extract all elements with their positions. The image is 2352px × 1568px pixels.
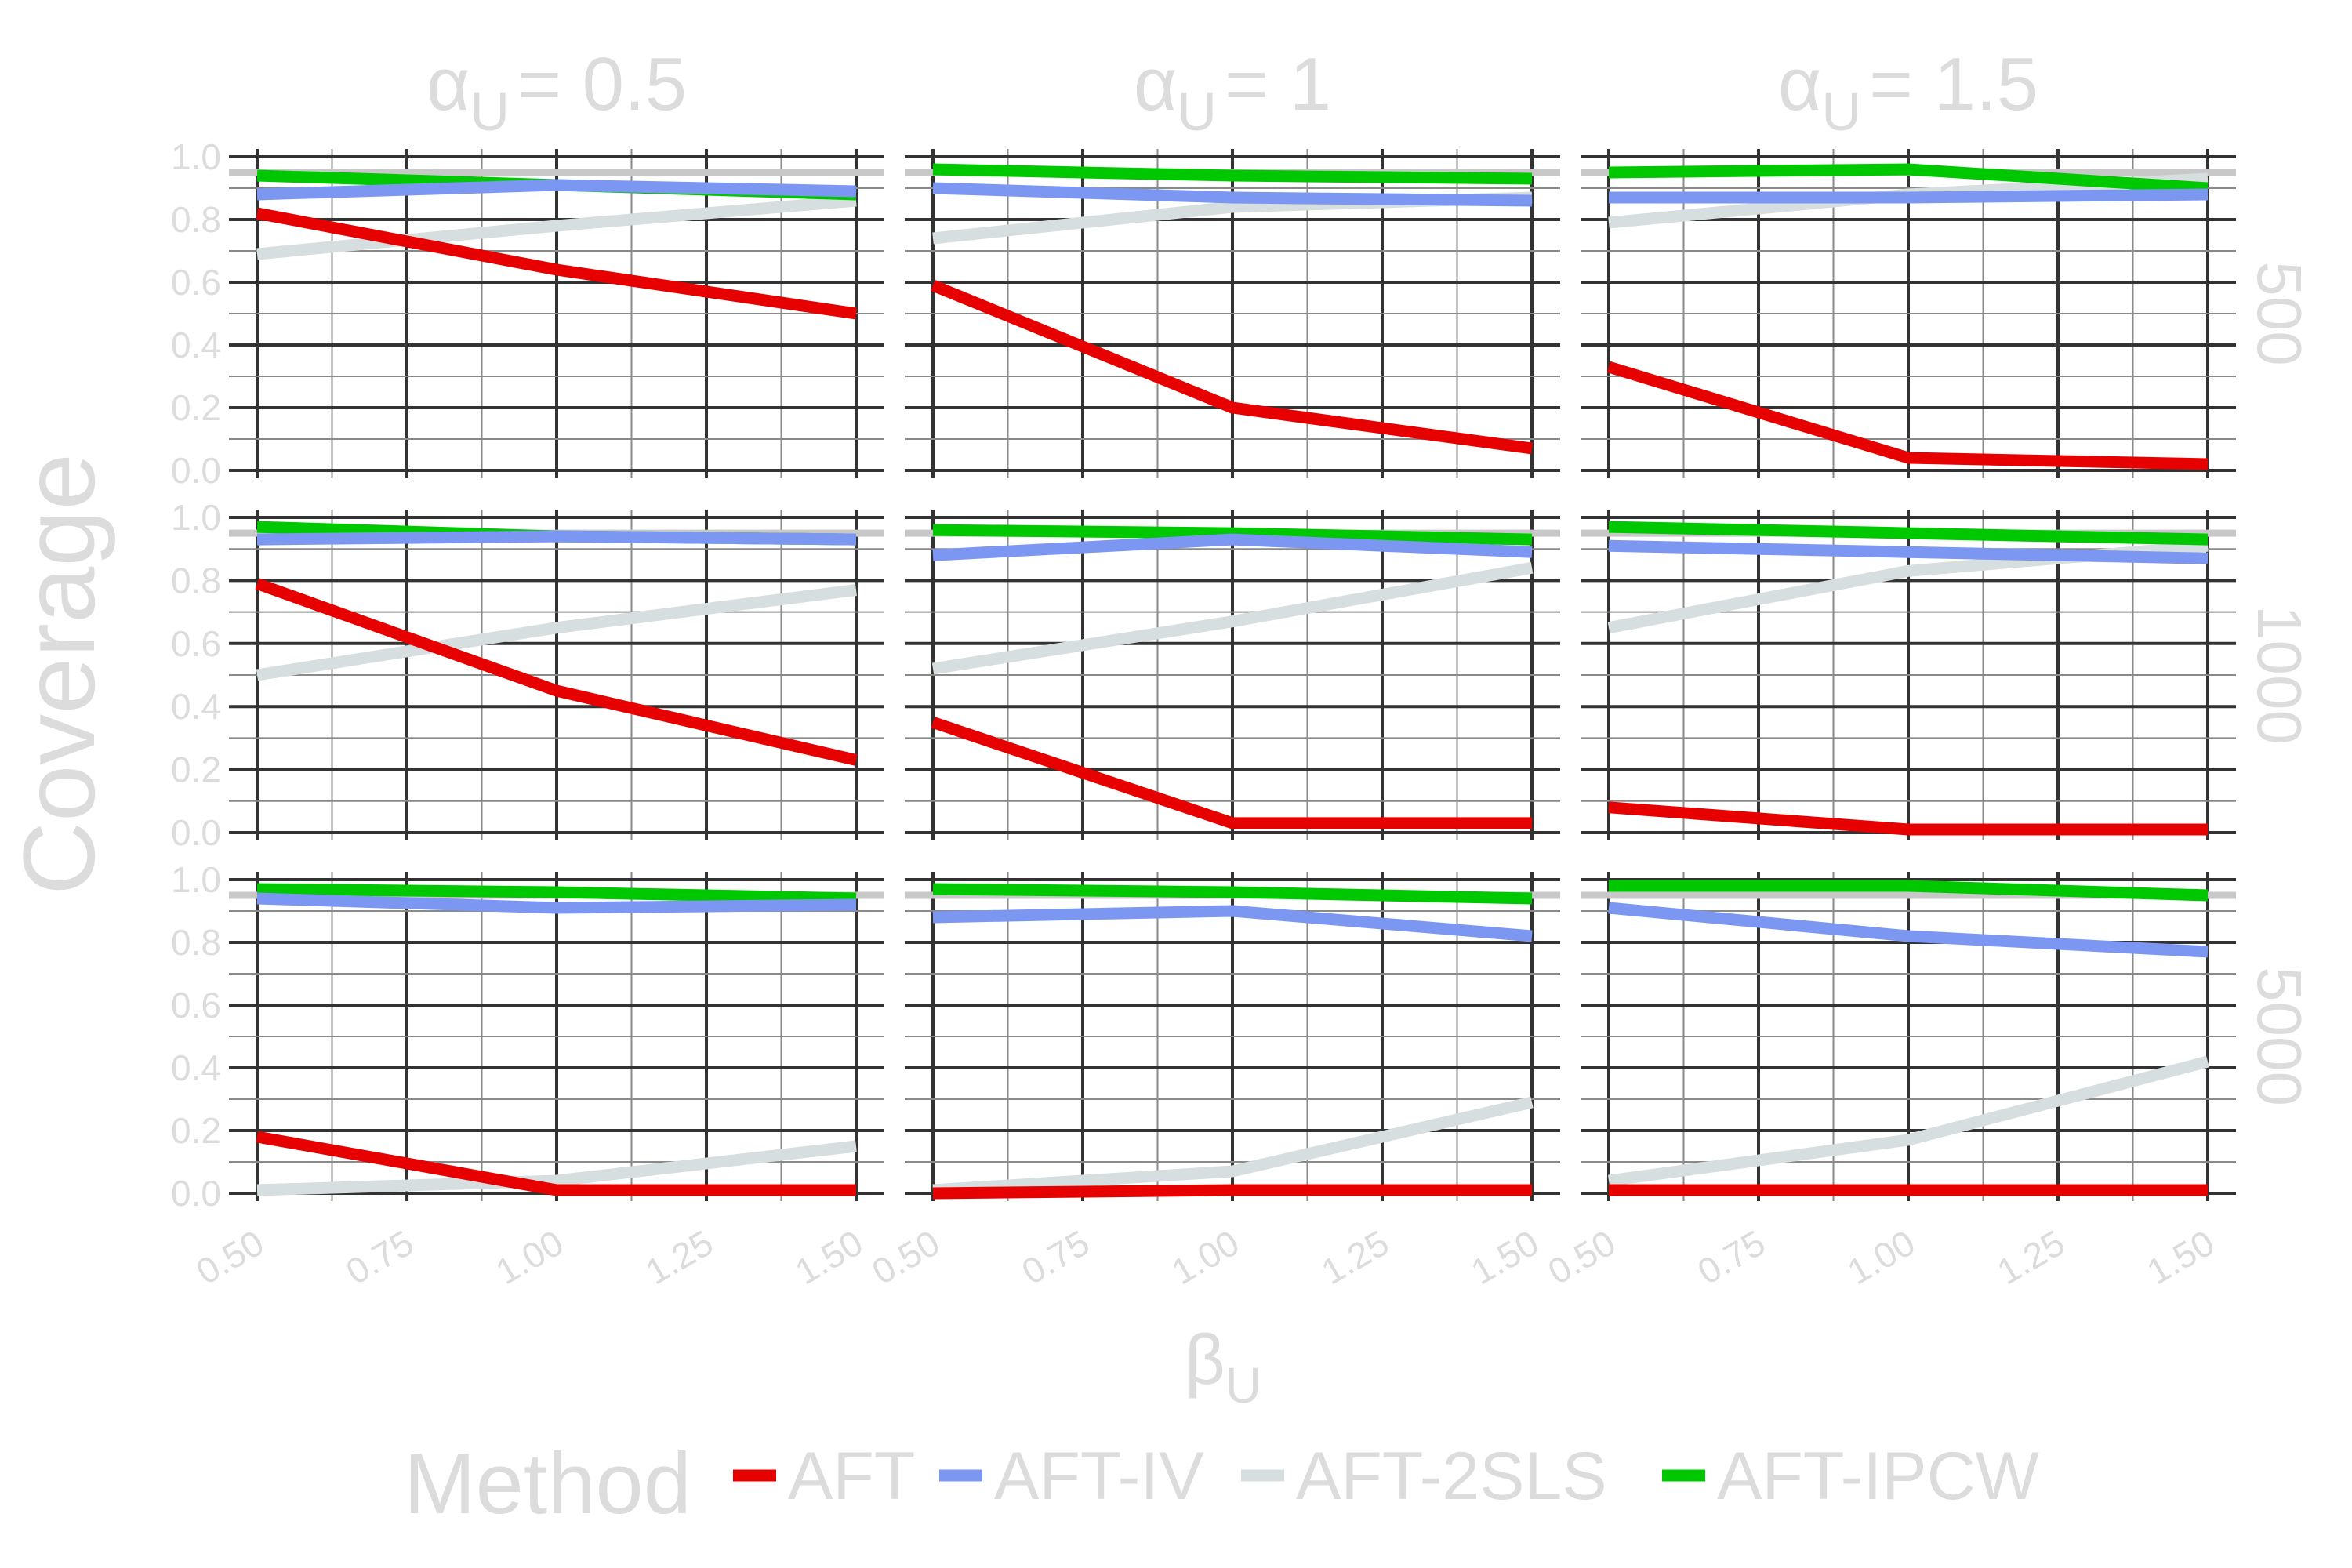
facet-panel bbox=[1581, 872, 2236, 1201]
column-strip-value: = 1 bbox=[1225, 42, 1331, 126]
y-tick-label: 0.4 bbox=[171, 686, 221, 727]
facet-panel bbox=[229, 149, 884, 478]
series-line-aft-iv bbox=[256, 892, 857, 914]
series-line-aft bbox=[1608, 801, 2208, 836]
column-strip-title: αU = 0.5 bbox=[426, 42, 687, 142]
y-axis-title: Coverage bbox=[2, 453, 116, 895]
facet-panel bbox=[229, 510, 884, 840]
column-strip-subscript: U bbox=[1821, 81, 1861, 142]
series-line-aft-2sls bbox=[932, 1096, 1534, 1196]
y-tick-label: 0.0 bbox=[171, 450, 221, 491]
series-line-aft bbox=[256, 207, 858, 320]
column-strip-subscript: U bbox=[470, 81, 510, 142]
series-line-aft bbox=[256, 1131, 856, 1196]
series-line-aft-iv bbox=[1608, 902, 2209, 958]
y-tick-label: 0.6 bbox=[171, 262, 221, 303]
series-line-aft-iv bbox=[256, 179, 857, 201]
series-line-aft bbox=[255, 578, 858, 766]
facet-panel bbox=[1581, 510, 2236, 840]
y-tick-label: 1.0 bbox=[171, 859, 221, 900]
y-tick-label: 0.2 bbox=[171, 750, 221, 790]
series-line-aft-iv bbox=[1608, 539, 2209, 564]
series-line-aft-iv bbox=[932, 533, 1533, 561]
column-strip-symbol: α bbox=[426, 42, 470, 126]
column-strip-value: = 0.5 bbox=[517, 42, 687, 126]
legend-label: AFT bbox=[788, 1439, 915, 1514]
legend-entry: AFT bbox=[733, 1439, 915, 1514]
row-strip-title: 500 bbox=[2245, 261, 2314, 365]
labels-layer: 0.0 0.2 0.4 0.6 0.8 1.0 0.0 0.2 0.4 0.6 0.8 1.0 0.0 0… bbox=[2, 42, 2314, 1414]
facet-panel bbox=[1581, 149, 2236, 478]
y-tick-label: 0.8 bbox=[171, 922, 221, 963]
x-axis-title-symbol: β bbox=[1185, 1321, 1225, 1399]
series-line-aft bbox=[931, 280, 1534, 455]
y-tick-label: 0.2 bbox=[171, 387, 221, 428]
column-strip-title: αU = 1 bbox=[1134, 42, 1331, 142]
series-line-aft-iv bbox=[932, 905, 1533, 942]
series-line-aft-iv bbox=[932, 182, 1533, 207]
series-line-aft bbox=[931, 717, 1532, 829]
series-line-aft-ipcw bbox=[256, 883, 857, 905]
y-tick-label: 0.0 bbox=[171, 1173, 221, 1214]
series-line-aft-iv bbox=[1609, 188, 2209, 204]
legend-title: Method bbox=[404, 1436, 691, 1532]
y-tick-label: 0.4 bbox=[171, 1047, 221, 1088]
x-axis-title-subscript: U bbox=[1225, 1357, 1261, 1414]
row-strip-title: 5000 bbox=[2245, 967, 2314, 1106]
series-line-aft-2sls bbox=[931, 561, 1534, 675]
series-line-aft-ipcw bbox=[932, 163, 1533, 185]
y-tick-label: 1.0 bbox=[171, 136, 221, 177]
y-tick-label: 0.2 bbox=[171, 1110, 221, 1151]
legend-label: AFT-2SLS bbox=[1296, 1439, 1607, 1514]
y-tick-label: 0.8 bbox=[171, 199, 221, 240]
facet-panel bbox=[905, 872, 1560, 1201]
series-line-aft-ipcw bbox=[932, 524, 1533, 546]
series-line-aft-2sls bbox=[256, 584, 857, 681]
series-line-aft-2sls bbox=[256, 1140, 857, 1196]
legend-entry: AFT-IV bbox=[939, 1439, 1204, 1514]
column-strip-symbol: α bbox=[1134, 42, 1178, 126]
y-tick-label: 0.6 bbox=[171, 623, 221, 664]
series-line-aft-ipcw bbox=[1608, 521, 2209, 546]
series-line-aft-ipcw bbox=[1609, 880, 2209, 902]
row-strip-title: 1000 bbox=[2245, 605, 2314, 745]
column-strip-symbol: α bbox=[1778, 42, 1822, 126]
facet-panel bbox=[905, 149, 1560, 478]
x-axis-title: βU bbox=[1185, 1321, 1261, 1414]
column-strip-title: αU = 1.5 bbox=[1778, 42, 2038, 142]
y-tick-label: 0.4 bbox=[171, 325, 221, 365]
series-line-aft bbox=[932, 1184, 1532, 1200]
series-line-aft-2sls bbox=[256, 194, 857, 260]
legend-layer: Method AFT AFT-IV AFT-2SLS AFT-IPCW bbox=[404, 1436, 2039, 1532]
panels-layer bbox=[229, 149, 2236, 1201]
series-line-aft-2sls bbox=[1607, 1055, 2209, 1187]
column-strip-subscript: U bbox=[1177, 81, 1217, 142]
y-tick-label: 0.8 bbox=[171, 560, 221, 601]
facet-panel bbox=[905, 510, 1560, 840]
y-tick-label: 0.0 bbox=[171, 812, 221, 853]
series-line-aft-ipcw bbox=[1608, 163, 2209, 194]
series-line-aft-iv bbox=[256, 530, 857, 546]
legend-label: AFT-IPCW bbox=[1717, 1439, 2039, 1514]
series-line-aft bbox=[1606, 361, 2209, 470]
series-line-aft-ipcw bbox=[932, 883, 1533, 905]
legend-entry: AFT-IPCW bbox=[1662, 1439, 2039, 1514]
facet-panel bbox=[229, 872, 884, 1201]
y-tick-label: 1.0 bbox=[171, 497, 221, 538]
legend-entry: AFT-2SLS bbox=[1241, 1439, 1607, 1514]
legend-label: AFT-IV bbox=[994, 1439, 1204, 1514]
y-tick-label: 0.6 bbox=[171, 985, 221, 1025]
column-strip-value: = 1.5 bbox=[1869, 42, 2038, 126]
